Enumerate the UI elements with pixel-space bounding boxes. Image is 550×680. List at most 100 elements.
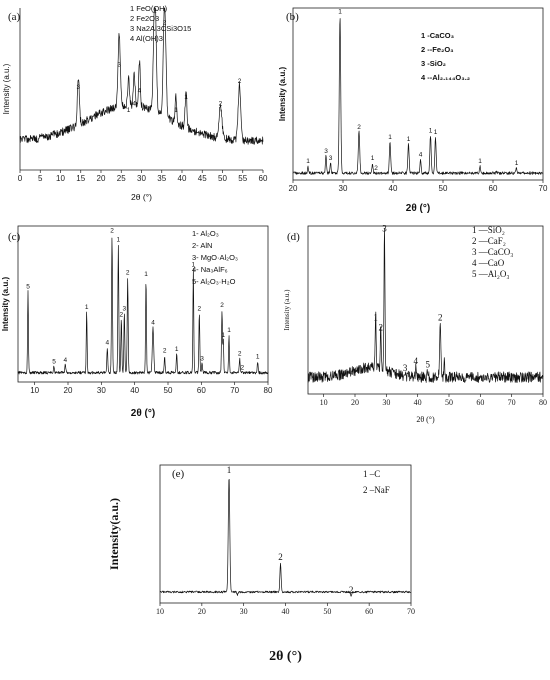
xrd-panel-b: 20 30 40 50 60 70 1 3 3 1 2 1 2 1 1 4 1 1 1 1 2θ (°) Intensit…	[275, 0, 550, 218]
peak-label: 2	[278, 552, 283, 562]
diffraction-pattern-line	[17, 237, 269, 375]
x-tick-label: 80	[539, 398, 547, 407]
x-tick-label: 20	[351, 398, 359, 407]
peak-label: 1	[407, 136, 411, 143]
x-tick-label: 70	[230, 386, 239, 395]
peak-label: 3	[324, 148, 328, 155]
x-tick-label: 20	[198, 607, 206, 616]
x-tick-label: 10	[30, 386, 39, 395]
legend-entry: 1- Al₂O₃	[192, 229, 219, 238]
x-tick-label: 40	[414, 398, 422, 407]
x-tick-label: 40	[389, 184, 398, 193]
x-tick-label: 70	[407, 607, 415, 616]
x-tick-label: 30	[137, 174, 146, 183]
peak-label: 1	[306, 158, 310, 165]
peak-label: 1	[429, 127, 433, 134]
peak-label: 3	[200, 355, 204, 362]
peak-label: 1	[184, 94, 188, 101]
peak-label: 1	[434, 129, 438, 136]
plot-frame	[292, 7, 544, 181]
xrd-chart-e: 10 20 30 40 50 60 70 1 2 2 2θ (°) Intensity(a.u.) 1 …	[107, 464, 415, 664]
x-tick-label: 60	[365, 607, 373, 616]
peak-label: 3	[403, 363, 408, 373]
x-tick-label: 60	[197, 386, 206, 395]
peak-label: 2	[438, 312, 443, 322]
legend-entry: 2 —CaF₂	[472, 236, 506, 246]
panel-label: (d)	[287, 231, 300, 243]
legend-entry: 1 –C	[363, 469, 380, 479]
peak-label: 4	[64, 357, 68, 364]
x-tick-label: 10	[56, 174, 65, 183]
legend-entry: 5- Al₂O₃·H₂O	[192, 277, 236, 286]
y-axis-title: Intensity (a.u.)	[278, 67, 287, 122]
x-tick-label: 40	[178, 174, 187, 183]
peak-label: 4	[414, 356, 419, 366]
peak-label: 1	[388, 134, 392, 141]
xrd-panel-e: 10 20 30 40 50 60 70 1 2 2 2θ (°) Intensity(a.u.) 1 …	[100, 455, 430, 680]
peak-label: 1	[256, 354, 260, 361]
panel-label: (b)	[286, 11, 299, 23]
x-tick-label: 50	[164, 386, 173, 395]
x-tick-label: 60	[259, 174, 268, 183]
diffraction-pattern-line	[292, 18, 544, 175]
x-axis-title: 2θ (°)	[269, 649, 302, 664]
peak-label: 5	[26, 284, 30, 291]
x-tick-label: 40	[130, 386, 139, 395]
x-axis-title: 2θ (°)	[406, 203, 430, 214]
peak-label: 2	[220, 302, 224, 309]
peak-label: 3	[123, 305, 127, 312]
peak-label: 2	[241, 365, 245, 372]
panel-label: (c)	[8, 231, 21, 243]
peak-label: 1	[192, 262, 196, 269]
x-tick-label: 20	[97, 174, 106, 183]
peak-label: 1	[373, 312, 378, 322]
x-tick-label: 25	[117, 174, 126, 183]
peak-label: 3	[77, 84, 81, 91]
peak-label: 2	[349, 585, 354, 595]
legend-entry: 3- MgO·Al₂O₃	[192, 253, 238, 262]
x-tick-label: 50	[439, 184, 448, 193]
legend-entry: 4 --Al₂.₁₄₄O₃.₂	[421, 73, 470, 82]
x-tick-label: 20	[64, 386, 73, 395]
x-tick-label: 70	[539, 184, 548, 193]
peak-label: 4	[132, 100, 136, 107]
x-tick-label: 0	[18, 174, 23, 183]
x-tick-label: 50	[323, 607, 331, 616]
peak-label: 3	[117, 62, 121, 69]
peak-label: 4	[138, 87, 142, 94]
peak-label: 2	[110, 227, 114, 234]
panel-label: (a)	[8, 11, 21, 23]
x-tick-label: 50	[218, 174, 227, 183]
x-tick-label: 10	[320, 398, 328, 407]
x-tick-label: 60	[476, 398, 484, 407]
legend-entry: 1 -CaCO₃	[421, 31, 455, 40]
peak-label: 1	[174, 107, 178, 114]
peak-label: 1	[371, 155, 375, 162]
x-tick-label: 45	[198, 174, 207, 183]
peak-label: 1	[515, 160, 519, 167]
x-tick-label: 55	[238, 174, 247, 183]
legend-entry: 1 FeO(OH)	[130, 4, 168, 13]
diffraction-pattern-line	[307, 228, 544, 383]
peak-label: 1	[227, 465, 232, 475]
legend-entry: 2 –NaF	[363, 485, 390, 495]
x-tick-label: 10	[156, 607, 164, 616]
x-tick-label: 30	[97, 386, 106, 395]
diffraction-pattern-line	[159, 478, 412, 597]
x-tick-label: 30	[382, 398, 390, 407]
peak-label: 5	[425, 359, 430, 369]
peak-label: 2	[378, 323, 383, 333]
legend-entry: 4 —CaO	[472, 258, 505, 268]
x-tick-label: 60	[489, 184, 498, 193]
peak-label: 2	[163, 19, 167, 26]
peak-label: 1	[85, 304, 89, 311]
legend-entry: 2 Fe2O3	[130, 14, 159, 23]
legend-entry: 2 --Fe₂O₃	[421, 45, 454, 54]
peak-label: 2	[357, 124, 361, 131]
legend-entry: 3 Na2Al3CSi3O15	[130, 24, 191, 33]
y-axis-title: Intensity (a.u.)	[2, 63, 11, 114]
legend-entry: 1 —SiO₂	[472, 225, 505, 235]
